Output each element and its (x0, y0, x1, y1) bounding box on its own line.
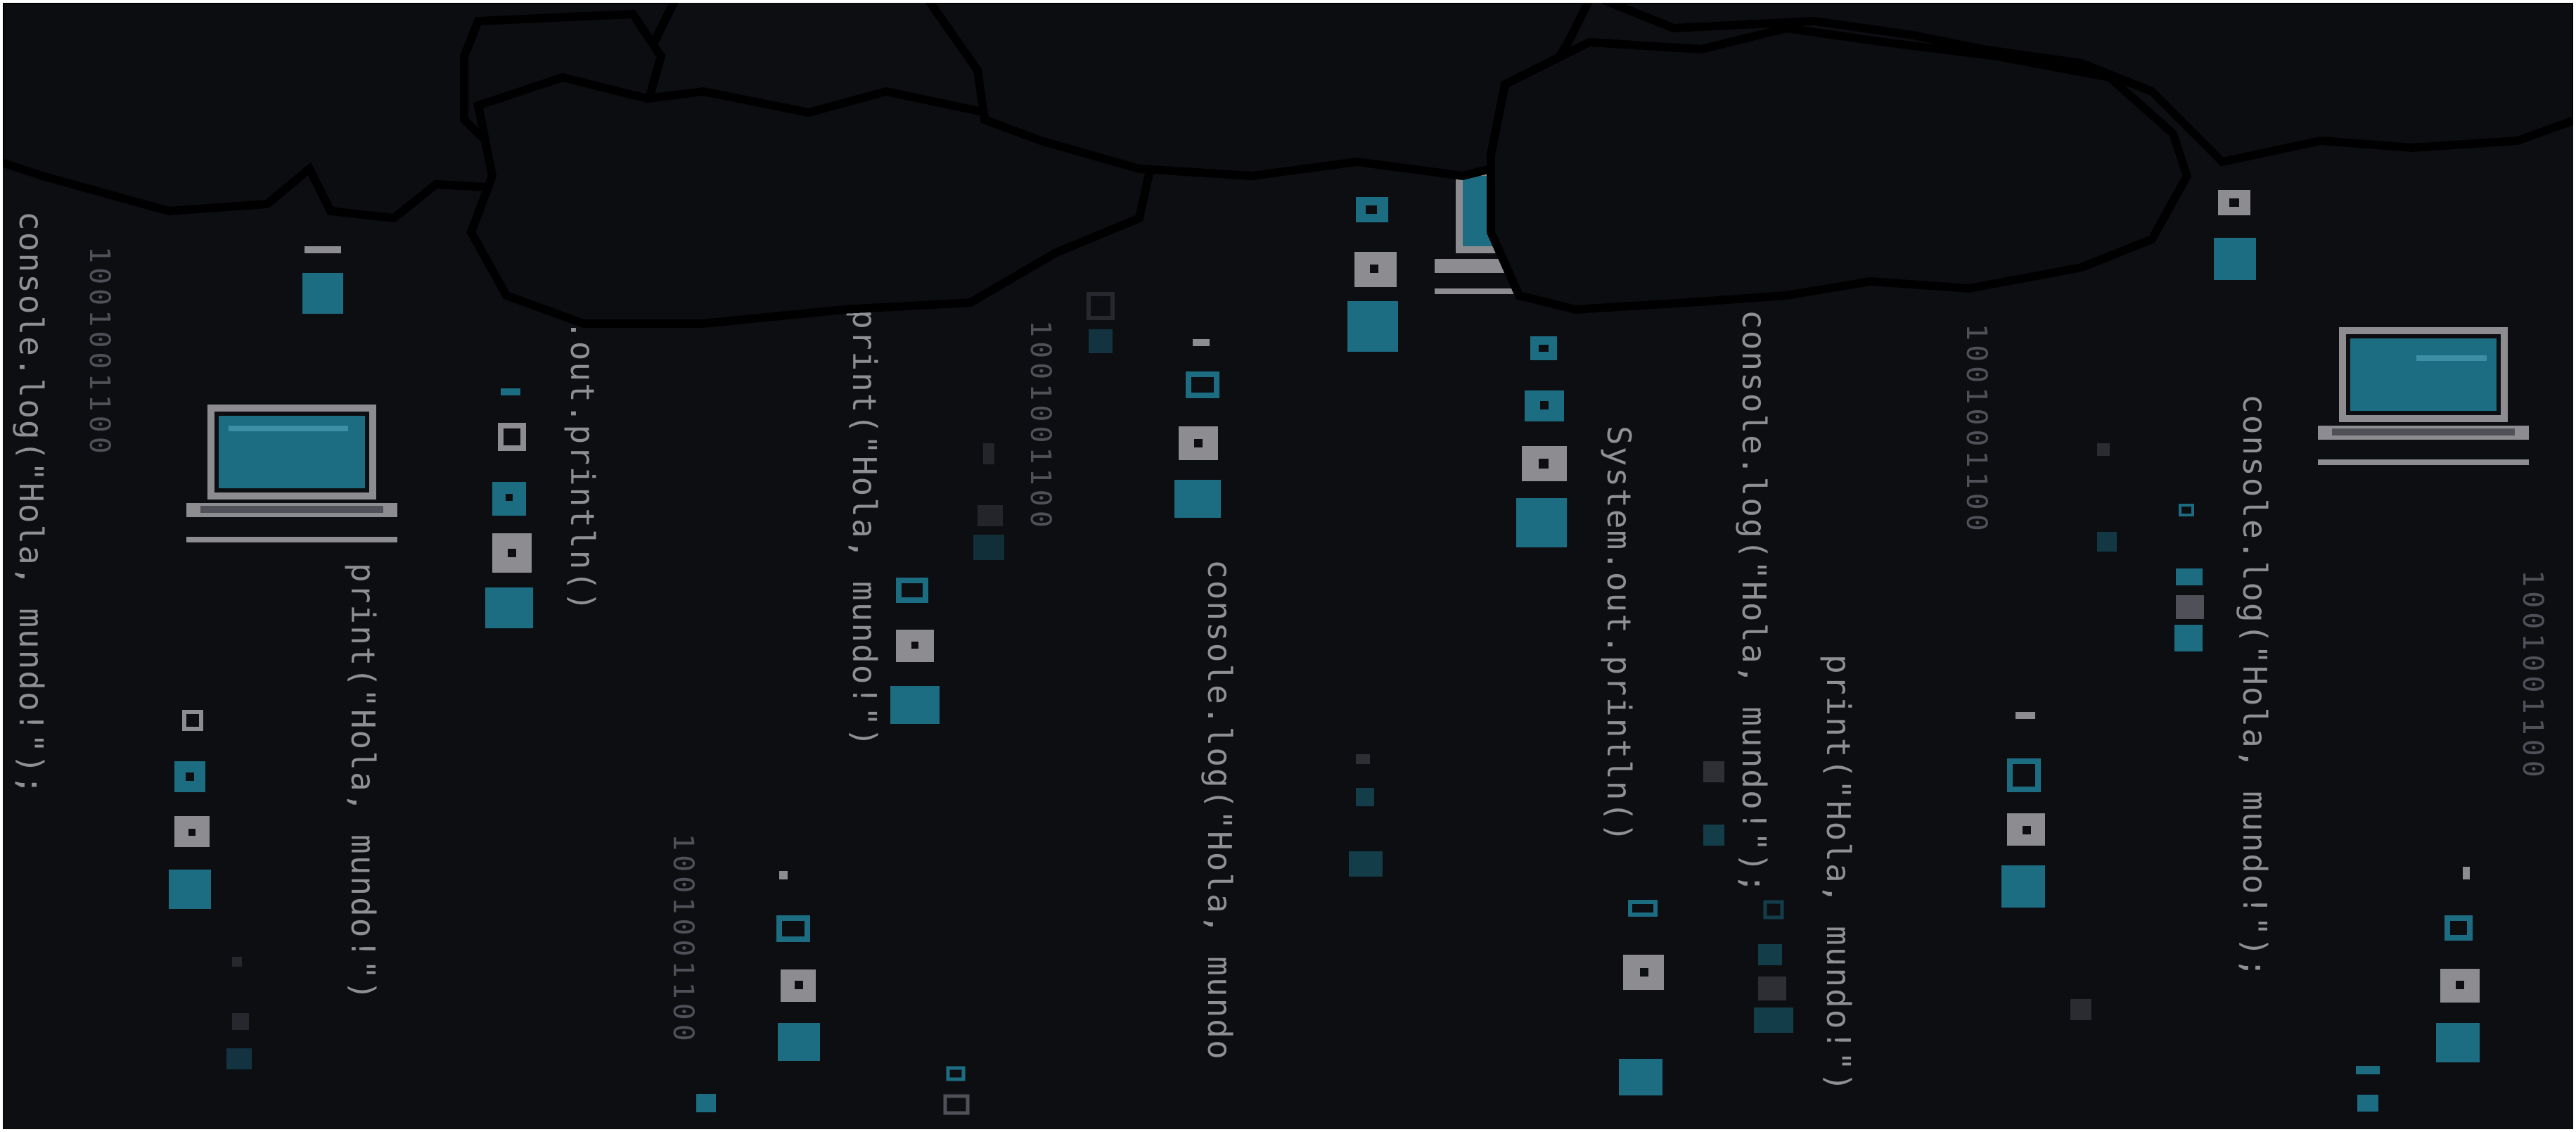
clouds (0, 0, 2576, 328)
code-stream: .out.println() (563, 320, 601, 613)
code-stream: 1001001100 (83, 246, 115, 458)
cloud-icon (923, 0, 1594, 181)
data-drop-icon (1087, 292, 1115, 353)
data-drop-icon (1174, 339, 1221, 518)
cloud-icon (1601, 0, 2576, 167)
data-drop-icon (1349, 754, 1383, 877)
data-drop-icon (2356, 867, 2480, 1112)
code-stream: 1001001100 (667, 834, 699, 1045)
code-stream: console.log("Hola, mundo!"); (12, 211, 50, 796)
code-stream: console.log("Hola, mundo!"); (2236, 394, 2274, 979)
code-stream: print("Hola, mundo!") (845, 310, 883, 749)
data-drop-icon (302, 246, 343, 314)
code-stream: 1001001100 (2516, 570, 2549, 782)
data-drop-icon (2070, 443, 2117, 1020)
code-stream: 1001001100 (1960, 324, 1992, 535)
data-drop-icon (1516, 336, 1567, 547)
data-drop-icon (1754, 900, 1793, 1033)
data-drop-icon (2001, 712, 2045, 908)
data-drop-icon (696, 871, 970, 1115)
code-streams: console.log("Hola, mundo!"); 1001001100 … (12, 211, 2549, 1093)
code-stream: console.log("Hola, mundo!"); (1735, 310, 1773, 894)
cloud-icon (1487, 23, 2192, 314)
data-drop-icon (1703, 761, 1724, 846)
data-drops (169, 190, 2480, 1115)
data-drop-icon (226, 957, 252, 1069)
code-stream: print("Hola, mundo!") (1819, 654, 1857, 1093)
laptop-icon (2318, 327, 2529, 465)
data-drop-icon (973, 443, 1004, 560)
data-drop-icon (485, 388, 533, 628)
laptop-icon (186, 405, 397, 542)
data-drop-icon (1619, 900, 1664, 1095)
code-stream: 1001001100 (1024, 320, 1056, 532)
code-stream: console.log("Hola, mundo (1200, 559, 1238, 1061)
code-stream: System.out.println() (1600, 426, 1638, 844)
data-drop-icon (169, 710, 211, 909)
cloud-icon (466, 72, 1158, 328)
data-drop-icon (890, 578, 940, 724)
data-drop-icon (1347, 197, 1398, 352)
data-drop-icon (2174, 190, 2256, 651)
code-stream: print("Hola, mundo!") (344, 563, 382, 1002)
